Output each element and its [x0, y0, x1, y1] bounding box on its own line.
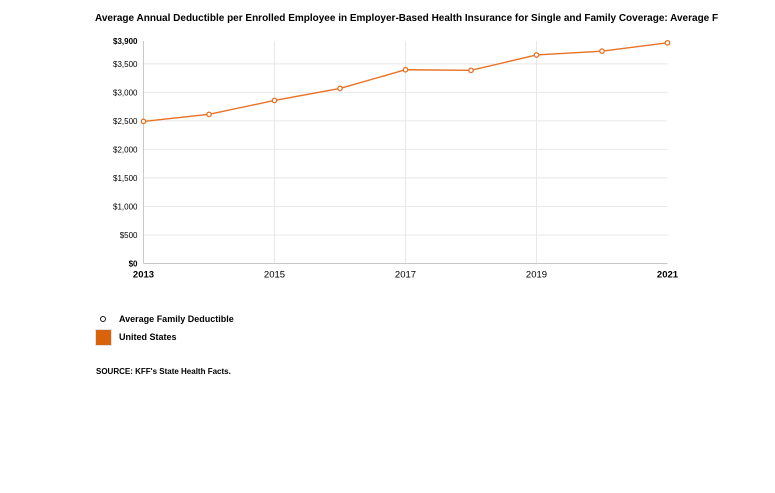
data-point[interactable] — [599, 48, 605, 55]
y-tick-label: $2,500 — [113, 117, 138, 126]
chart-title: Average Annual Deductible per Enrolled E… — [95, 13, 719, 24]
legend-item-region[interactable]: United States — [95, 328, 234, 346]
y-tick-label: $3,500 — [113, 60, 138, 69]
series-marker-icon — [100, 316, 106, 322]
x-tick-label: 2021 — [657, 270, 679, 281]
source-note: SOURCE: KFF's State Health Facts. — [96, 367, 231, 376]
data-point[interactable] — [468, 67, 474, 74]
legend: Average Family Deductible United States — [95, 310, 234, 346]
x-tick-label: 2015 — [264, 270, 285, 281]
x-tick-label: 2019 — [526, 270, 547, 281]
data-point[interactable] — [271, 97, 278, 104]
data-point[interactable] — [140, 118, 147, 125]
y-tick-label: $1,500 — [113, 174, 138, 183]
legend-region-label: United States — [119, 332, 177, 342]
y-tick-label: $3,900 — [113, 37, 138, 46]
data-point[interactable] — [533, 52, 540, 58]
data-point[interactable] — [402, 66, 409, 73]
legend-item-series[interactable]: Average Family Deductible — [95, 310, 234, 328]
region-swatch-icon — [95, 328, 112, 346]
data-point[interactable] — [664, 39, 671, 46]
data-point[interactable] — [337, 85, 343, 92]
data-point[interactable] — [206, 111, 212, 118]
y-tick-label: $500 — [120, 231, 138, 240]
x-tick-label: 2013 — [133, 270, 154, 281]
y-tick-label: $3,000 — [113, 88, 138, 97]
y-tick-label: $2,000 — [113, 145, 138, 154]
x-tick-label: 2017 — [395, 270, 416, 281]
legend-series-label: Average Family Deductible — [119, 314, 234, 324]
y-tick-label: $0 — [129, 260, 138, 269]
y-tick-label: $1,000 — [113, 202, 138, 211]
chart-plot-area: $3,900 $3,500 $3,000 $2,500 $2,000 $1,500 $1,0… — [113, 37, 679, 281]
